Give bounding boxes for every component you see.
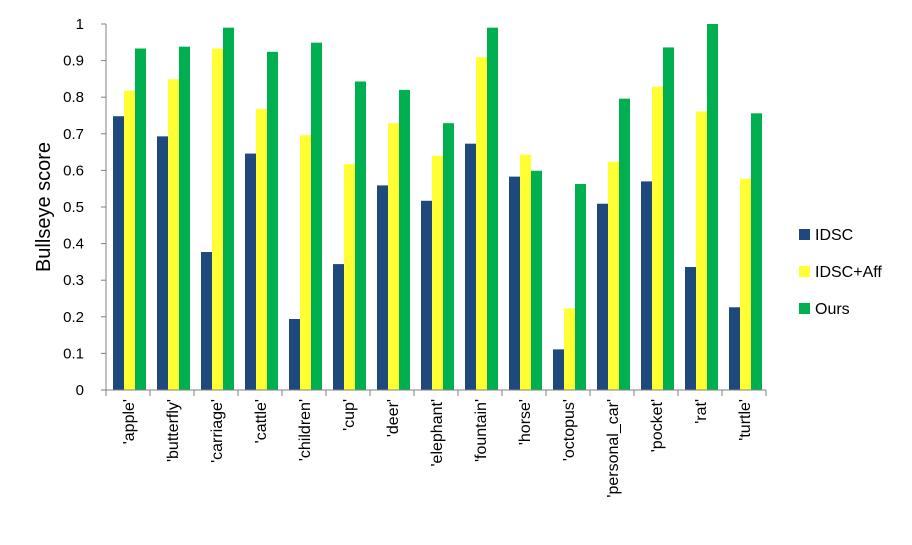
y-tick-label: 0.6 xyxy=(63,162,84,179)
bar-ours-2 xyxy=(223,27,234,390)
bar-ours-4 xyxy=(311,42,322,390)
bar-idsc-aff-13 xyxy=(696,111,707,390)
y-tick-label: 0.4 xyxy=(63,236,84,253)
bar-idsc-aff-0 xyxy=(124,90,135,390)
bar-idsc-aff-10 xyxy=(564,308,575,390)
bar-idsc-aff-3 xyxy=(256,108,267,391)
legend-swatch-2 xyxy=(799,303,810,314)
bar-idsc-aff-14 xyxy=(740,178,751,390)
x-category-label: 'octopus' xyxy=(561,399,578,461)
bar-idsc-7 xyxy=(421,200,432,390)
bar-ours-1 xyxy=(179,46,190,390)
bar-ours-12 xyxy=(663,47,674,390)
x-category-label: 'carriage' xyxy=(209,399,226,463)
y-tick-label: 0.1 xyxy=(63,345,84,362)
bar-idsc-aff-1 xyxy=(168,79,179,391)
y-tick-label: 1 xyxy=(76,16,84,33)
bar-idsc-aff-12 xyxy=(652,86,663,390)
bar-idsc-aff-6 xyxy=(388,123,399,390)
bar-idsc-6 xyxy=(377,185,388,390)
bar-idsc-14 xyxy=(729,307,740,390)
bar-ours-6 xyxy=(399,89,410,390)
x-category-label: 'deer' xyxy=(385,399,402,437)
bar-idsc-11 xyxy=(597,203,608,390)
x-category-label: 'butterfly' xyxy=(165,399,182,462)
bar-ours-14 xyxy=(751,113,762,390)
y-tick-labels: 0 0.1 0.2 0.3 0.4 0.5 0.6 0.7 0.8 0.9 1 xyxy=(63,16,84,399)
axes-group xyxy=(101,23,767,396)
bar-idsc-3 xyxy=(245,153,256,390)
y-tick-label: 0.5 xyxy=(63,199,84,216)
bar-idsc-aff-2 xyxy=(212,48,223,390)
legend-swatch-1 xyxy=(799,266,810,277)
bar-idsc-10 xyxy=(553,349,564,390)
bar-idsc-aff-9 xyxy=(520,154,531,390)
bar-ours-3 xyxy=(267,51,278,390)
y-tick-label: 0.2 xyxy=(63,309,84,326)
legend: IDSC IDSC+Aff Ours xyxy=(799,227,882,318)
bar-idsc-4 xyxy=(289,318,300,390)
legend-label-0: IDSC xyxy=(815,227,853,244)
y-axis-title: Bullseye score xyxy=(33,142,55,272)
bar-ours-9 xyxy=(531,170,542,390)
bar-idsc-1 xyxy=(157,136,168,390)
x-category-label: 'turtle' xyxy=(737,399,754,441)
x-category-label: 'cup' xyxy=(341,399,358,431)
legend-swatch-0 xyxy=(799,229,810,240)
y-tick-label: 0.3 xyxy=(63,272,84,289)
bar-idsc-12 xyxy=(641,181,652,390)
bar-idsc-9 xyxy=(509,176,520,390)
legend-label-2: Ours xyxy=(815,301,850,318)
bar-idsc-aff-4 xyxy=(300,135,311,390)
x-category-label: 'apple' xyxy=(121,399,138,444)
x-category-label: 'pocket' xyxy=(649,399,666,452)
bar-ours-0 xyxy=(135,48,146,390)
bar-ours-7 xyxy=(443,123,454,390)
y-tick-label: 0.9 xyxy=(63,53,84,70)
x-category-label: 'fountain' xyxy=(473,399,490,462)
x-category-label: 'elephant' xyxy=(429,399,446,467)
y-tick-label: 0 xyxy=(76,382,84,399)
y-tick-label: 0.7 xyxy=(63,126,84,143)
x-category-label: 'cattle' xyxy=(253,399,270,443)
bar-ours-5 xyxy=(355,81,366,390)
x-category-label: 'rat' xyxy=(693,399,710,424)
bar-ours-13 xyxy=(707,24,718,390)
bar-idsc-5 xyxy=(333,264,344,390)
bar-idsc-aff-5 xyxy=(344,164,355,390)
bars-group xyxy=(113,24,762,391)
bar-ours-8 xyxy=(487,27,498,390)
bar-idsc-2 xyxy=(201,252,212,390)
bar-idsc-8 xyxy=(465,143,476,390)
x-tick-labels: 'apple' 'butterfly' 'carriage' 'cattle' 'chi… xyxy=(121,399,754,498)
x-category-label: 'children' xyxy=(297,399,314,461)
bar-ours-11 xyxy=(619,98,630,390)
bar-ours-10 xyxy=(575,183,586,390)
x-category-label: 'personal_car' xyxy=(605,399,622,498)
bar-idsc-aff-11 xyxy=(608,161,619,390)
y-tick-label: 0.8 xyxy=(63,89,84,106)
bar-idsc-aff-7 xyxy=(432,155,443,390)
bar-idsc-0 xyxy=(113,116,124,391)
legend-label-1: IDSC+Aff xyxy=(815,264,882,281)
bar-idsc-aff-8 xyxy=(476,57,487,390)
bar-idsc-13 xyxy=(685,267,696,390)
x-category-label: 'horse' xyxy=(517,399,534,445)
